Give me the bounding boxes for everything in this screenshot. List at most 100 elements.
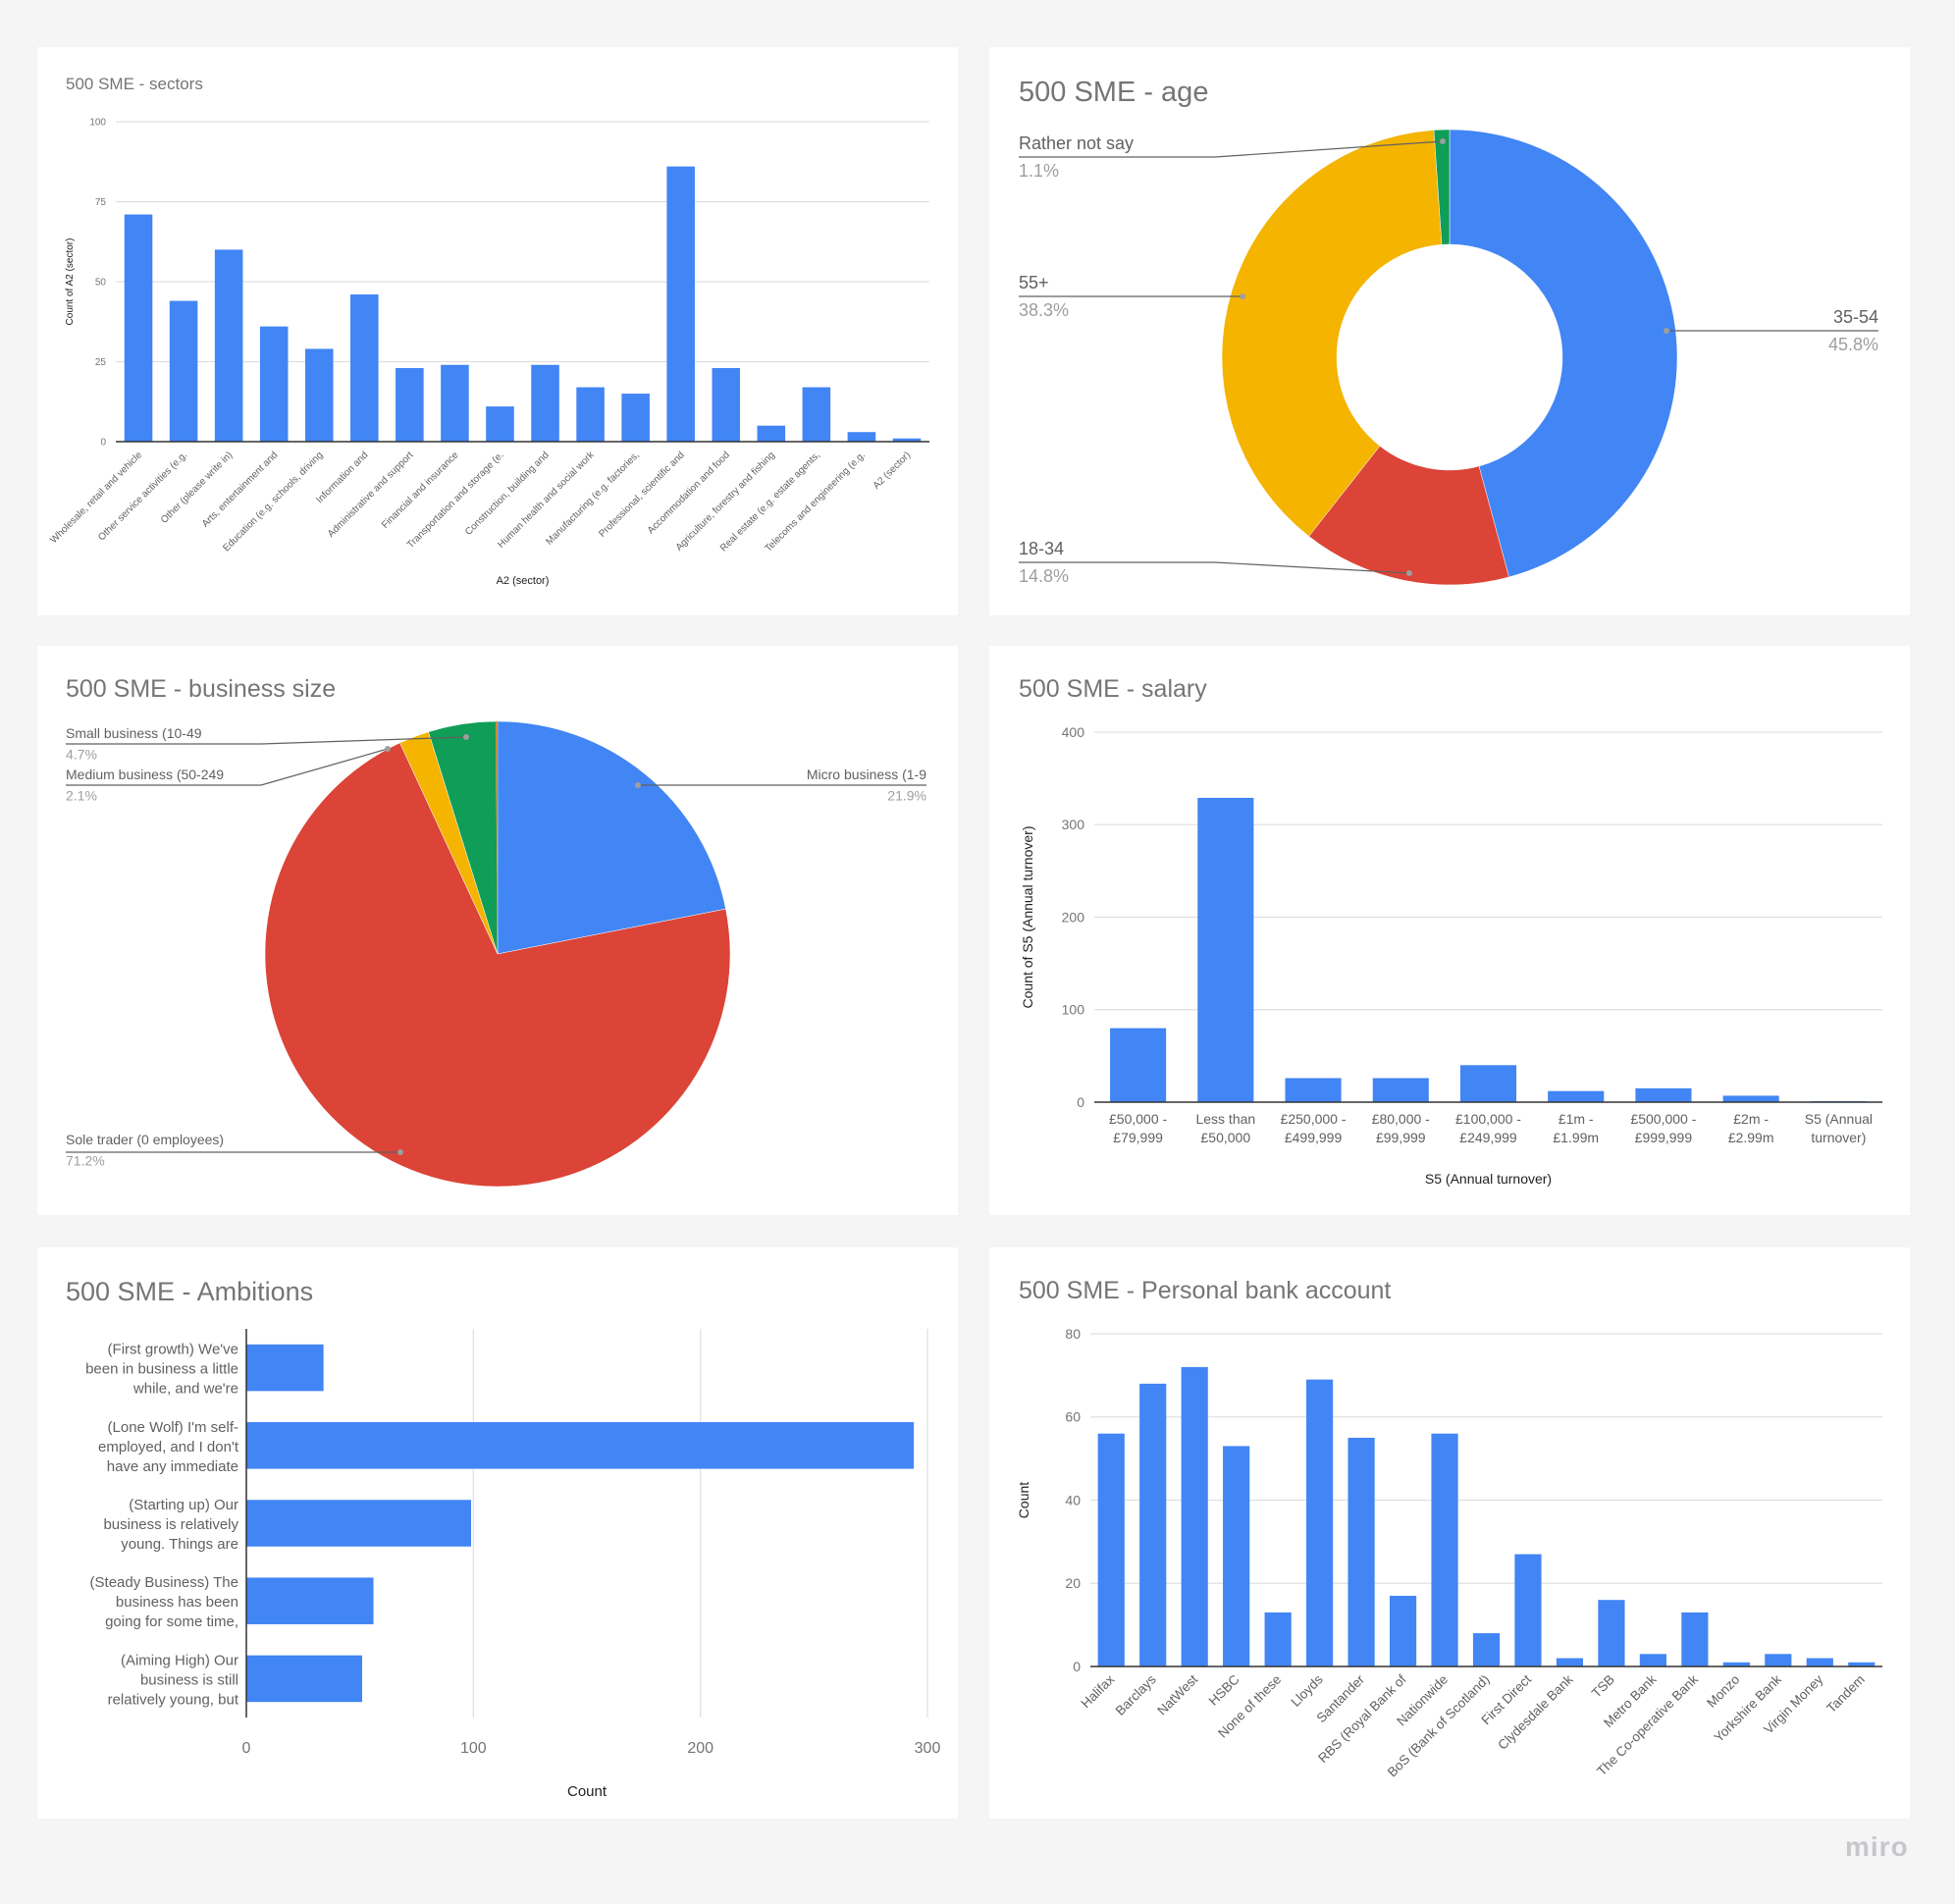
bar[interactable] xyxy=(757,425,786,442)
bar[interactable] xyxy=(169,300,198,442)
y-tick-label: 200 xyxy=(1062,909,1085,925)
bar[interactable] xyxy=(1639,1654,1666,1666)
bar[interactable] xyxy=(1139,1383,1167,1666)
pie-slice[interactable] xyxy=(496,721,498,954)
bar[interactable] xyxy=(1635,1087,1692,1102)
slice-percent: 21.9% xyxy=(887,788,926,804)
bar[interactable] xyxy=(1372,1078,1429,1102)
bar[interactable] xyxy=(441,364,469,442)
y-tick-label: business is still xyxy=(140,1671,238,1688)
bar[interactable] xyxy=(1197,797,1254,1102)
bar[interactable] xyxy=(1765,1654,1792,1666)
bar[interactable] xyxy=(1556,1658,1584,1666)
bar[interactable] xyxy=(246,1344,324,1392)
pie-slice[interactable] xyxy=(497,720,726,955)
x-tick-label: Tandem xyxy=(1823,1672,1868,1717)
donut-chart-age[interactable]: 35-54 45.8% 18-34 14.8% 55+ 38.3% Rather not s… xyxy=(989,47,1910,615)
x-tick-label: TSB xyxy=(1589,1672,1617,1701)
bar[interactable] xyxy=(1181,1366,1208,1666)
bar[interactable] xyxy=(1389,1595,1417,1666)
bar[interactable] xyxy=(531,364,559,442)
bar[interactable] xyxy=(304,348,334,442)
bar[interactable] xyxy=(246,1577,374,1624)
leader-dot xyxy=(1440,138,1446,144)
x-tick-label: A2 (sector) xyxy=(872,450,913,491)
bar[interactable] xyxy=(246,1500,472,1547)
bar[interactable] xyxy=(1459,1065,1517,1102)
slice-label: Micro business (1-9 xyxy=(807,767,926,782)
leader-dot xyxy=(385,746,391,752)
bar[interactable] xyxy=(892,438,922,442)
x-tick-label: Human health and social work xyxy=(496,450,597,551)
bar[interactable] xyxy=(214,249,243,442)
bar[interactable] xyxy=(1722,1662,1750,1666)
pie-slice[interactable] xyxy=(1221,130,1443,537)
bar-chart-sectors[interactable]: 0 25 50 75 100 Wholesale, retail and vehicleO… xyxy=(37,47,958,615)
bar[interactable] xyxy=(246,1422,915,1469)
bar-chart-salary[interactable]: 0 100 200 300 400 £50,000 - £79,999 Less than £5… xyxy=(989,646,1910,1215)
y-tick-label: 400 xyxy=(1062,724,1085,740)
bar[interactable] xyxy=(576,387,605,442)
chart-card-bank[interactable]: 500 SME - Personal bank account 0 20 40 60 8… xyxy=(989,1247,1910,1819)
y-tick-label: been in business a little xyxy=(85,1361,238,1378)
bar[interactable] xyxy=(1285,1078,1342,1102)
bar[interactable] xyxy=(246,1655,362,1703)
bar[interactable] xyxy=(802,387,831,442)
bar[interactable] xyxy=(1264,1612,1292,1666)
bar[interactable] xyxy=(1472,1633,1501,1666)
bar[interactable] xyxy=(666,166,695,442)
bar[interactable] xyxy=(350,294,379,442)
bar[interactable] xyxy=(1514,1554,1542,1666)
bar-chart-ambitions[interactable]: 0 100 200 300 (First growth) We've been in bu… xyxy=(37,1247,958,1819)
y-tick-label: 0 xyxy=(100,438,106,449)
bar[interactable] xyxy=(259,326,289,442)
bar[interactable] xyxy=(396,368,424,442)
slice-percent: 14.8% xyxy=(1019,566,1069,586)
bar[interactable] xyxy=(486,406,514,442)
pie-slice[interactable] xyxy=(1308,446,1509,586)
chart-card-age[interactable]: 500 SME - age 35-54 45.8% 18-34 14.8% 55+ 38.… xyxy=(989,47,1910,615)
bar[interactable] xyxy=(124,214,153,442)
y-tick-label: while, and we're xyxy=(132,1381,238,1398)
slice-percent: 2.1% xyxy=(66,788,97,804)
leader-line xyxy=(1019,140,1444,158)
pie-slice[interactable] xyxy=(1433,129,1451,245)
bar[interactable] xyxy=(1848,1662,1876,1666)
chart-card-business-size[interactable]: 500 SME - business size Micro business (… xyxy=(37,646,958,1215)
y-tick-label: employed, and I don't xyxy=(98,1439,239,1455)
bar[interactable] xyxy=(1806,1658,1833,1666)
x-tick-label: 300 xyxy=(915,1740,941,1757)
y-tick-label: relatively young, but xyxy=(108,1691,239,1708)
bar[interactable] xyxy=(1097,1433,1125,1666)
y-tick-label: young. Things are xyxy=(121,1536,238,1553)
bar[interactable] xyxy=(1110,1028,1167,1102)
bar[interactable] xyxy=(712,368,741,442)
y-tick-label: (Lone Wolf) I'm self- xyxy=(108,1419,238,1436)
bar[interactable] xyxy=(621,394,650,442)
slice-label: Rather not say xyxy=(1019,133,1134,153)
chart-card-sectors[interactable]: 500 SME - sectors 0 25 50 75 100 Wholesale, r… xyxy=(37,47,958,615)
pie-chart-business-size[interactable]: Micro business (1-9 21.9% Sole trader (0 e… xyxy=(37,646,958,1215)
bar[interactable] xyxy=(1722,1095,1779,1102)
chart-card-ambitions[interactable]: 500 SME - Ambitions 0 100 200 300 (First gro… xyxy=(37,1247,958,1819)
bar[interactable] xyxy=(1598,1600,1625,1666)
bar[interactable] xyxy=(1431,1433,1458,1666)
slice-label: 35-54 xyxy=(1833,307,1878,327)
x-tick-label: £2.99m xyxy=(1728,1130,1774,1145)
bar[interactable] xyxy=(1306,1379,1334,1666)
bar[interactable] xyxy=(1548,1090,1605,1102)
x-tick-label: Professional, scientific and xyxy=(597,450,687,540)
y-tick-label: 100 xyxy=(1062,1002,1085,1018)
bar[interactable] xyxy=(1223,1446,1250,1666)
bar[interactable] xyxy=(1347,1437,1375,1666)
pie-slice[interactable] xyxy=(428,720,499,955)
pie-slice[interactable] xyxy=(1449,129,1678,578)
bar[interactable] xyxy=(1681,1612,1709,1666)
y-axis-title: Count of A2 (sector) xyxy=(65,238,76,326)
bar[interactable] xyxy=(847,432,876,442)
pie-slice[interactable] xyxy=(264,742,731,1188)
y-tick-label: going for some time, xyxy=(105,1613,238,1630)
chart-card-salary[interactable]: 500 SME - salary 0 100 200 300 400 £50,000 - £… xyxy=(989,646,1910,1215)
y-tick-label: 20 xyxy=(1065,1575,1081,1591)
